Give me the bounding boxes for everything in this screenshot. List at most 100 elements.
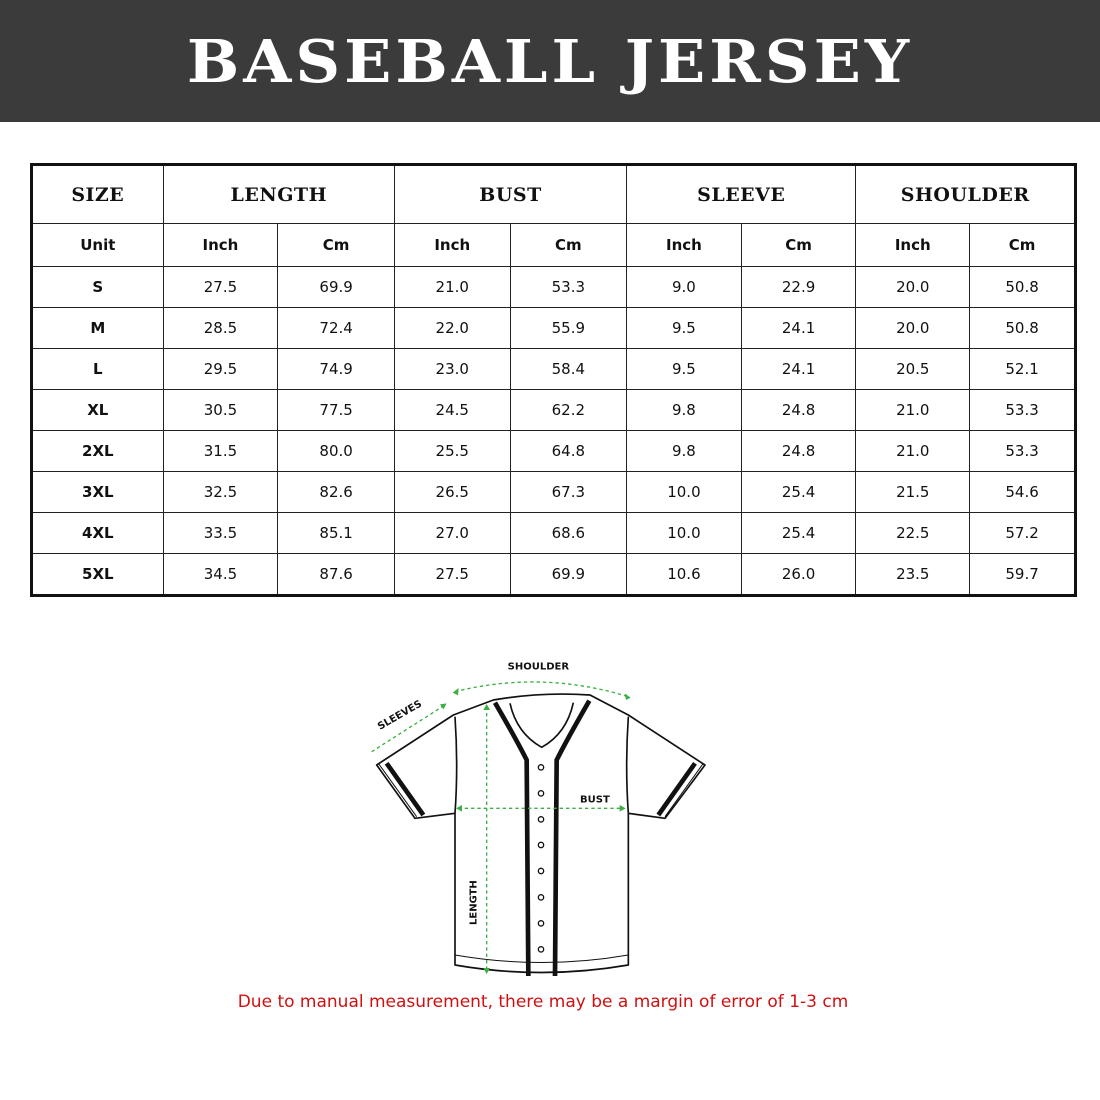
value-cell: 62.2 — [509, 389, 628, 431]
sleeve-measure — [371, 704, 446, 753]
value-cell: 27.5 — [162, 266, 279, 308]
value-cell: 30.5 — [162, 389, 279, 431]
value-cell: 26.0 — [740, 553, 857, 596]
value-cell: 24.8 — [740, 430, 857, 472]
unit-label: Unit — [31, 223, 164, 267]
value-cell: 9.8 — [626, 389, 742, 431]
size-cell: 5XL — [31, 553, 164, 596]
table-row: 3XL 32.5 82.6 26.5 67.3 10.0 25.4 21.5 54.6 — [31, 471, 1076, 513]
table-row: S 27.5 69.9 21.0 53.3 9.0 22.9 20.0 50.8 — [31, 266, 1076, 308]
value-cell: 22.9 — [740, 266, 857, 308]
value-cell: 20.0 — [855, 307, 971, 349]
value-cell: 82.6 — [277, 471, 395, 513]
header-shoulder: SHOULDER — [855, 164, 1076, 224]
value-cell: 25.5 — [393, 430, 511, 472]
value-cell: 55.9 — [509, 307, 628, 349]
value-cell: 32.5 — [162, 471, 279, 513]
value-cell: 74.9 — [277, 348, 395, 390]
size-cell: S — [31, 266, 164, 308]
value-cell: 10.6 — [626, 553, 742, 596]
value-cell: 80.0 — [277, 430, 395, 472]
value-cell: 58.4 — [509, 348, 628, 390]
jersey-diagram: SHOULDER SLEEVES BUST LENGTH — [371, 661, 706, 977]
measurement-arrowheads — [440, 688, 631, 974]
value-cell: 20.0 — [855, 266, 971, 308]
measurement-lines — [371, 681, 629, 972]
size-cell: 4XL — [31, 512, 164, 554]
table-row: M 28.5 72.4 22.0 55.9 9.5 24.1 20.0 50.8 — [31, 307, 1076, 349]
value-cell: 57.2 — [969, 512, 1076, 554]
table-row: 5XL 34.5 87.6 27.5 69.9 10.6 26.0 23.5 59.7 — [31, 553, 1076, 596]
value-cell: 23.5 — [855, 553, 971, 596]
value-cell: 67.3 — [509, 471, 628, 513]
header-bust: BUST — [393, 164, 628, 224]
unit-cell: Cm — [969, 223, 1076, 267]
unit-cell: Cm — [740, 223, 857, 267]
value-cell: 50.8 — [969, 266, 1076, 308]
value-cell: 28.5 — [162, 307, 279, 349]
value-cell: 69.9 — [509, 553, 628, 596]
size-cell: 2XL — [31, 430, 164, 472]
value-cell: 25.4 — [740, 512, 857, 554]
group-header-row: SIZE LENGTH BUST SLEEVE SHOULDER — [31, 164, 1076, 224]
jersey-stripes — [384, 699, 697, 977]
unit-cell: Inch — [393, 223, 511, 267]
unit-cell: Inch — [162, 223, 279, 267]
value-cell: 24.5 — [393, 389, 511, 431]
shoulder-label: SHOULDER — [508, 661, 570, 672]
table-row: XL 30.5 77.5 24.5 62.2 9.8 24.8 21.0 53.3 — [31, 389, 1076, 431]
value-cell: 9.5 — [626, 348, 742, 390]
value-cell: 9.8 — [626, 430, 742, 472]
unit-row: Unit Inch Cm Inch Cm Inch Cm Inch Cm — [31, 223, 1076, 267]
value-cell: 21.0 — [855, 430, 971, 472]
value-cell: 64.8 — [509, 430, 628, 472]
table-row: 2XL 31.5 80.0 25.5 64.8 9.8 24.8 21.0 53.3 — [31, 430, 1076, 472]
value-cell: 21.0 — [855, 389, 971, 431]
value-cell: 72.4 — [277, 307, 395, 349]
value-cell: 68.6 — [509, 512, 628, 554]
value-cell: 52.1 — [969, 348, 1076, 390]
size-cell: 3XL — [31, 471, 164, 513]
value-cell: 34.5 — [162, 553, 279, 596]
value-cell: 27.5 — [393, 553, 511, 596]
value-cell: 21.0 — [393, 266, 511, 308]
value-cell: 22.0 — [393, 307, 511, 349]
value-cell: 33.5 — [162, 512, 279, 554]
value-cell: 24.8 — [740, 389, 857, 431]
value-cell: 54.6 — [969, 471, 1076, 513]
value-cell: 10.0 — [626, 512, 742, 554]
bust-label: BUST — [580, 795, 610, 806]
page-title: BASEBALL JERSEY — [186, 26, 914, 96]
unit-cell: Inch — [626, 223, 742, 267]
length-label: LENGTH — [469, 880, 480, 925]
size-cell: XL — [31, 389, 164, 431]
value-cell: 29.5 — [162, 348, 279, 390]
value-cell: 87.6 — [277, 553, 395, 596]
value-cell: 85.1 — [277, 512, 395, 554]
value-cell: 24.1 — [740, 307, 857, 349]
unit-cell: Inch — [855, 223, 971, 267]
value-cell: 20.5 — [855, 348, 971, 390]
jersey-outline — [375, 693, 706, 974]
unit-cell: Cm — [509, 223, 628, 267]
size-cell: M — [31, 307, 164, 349]
header-length: LENGTH — [162, 164, 395, 224]
value-cell: 53.3 — [969, 430, 1076, 472]
value-cell: 22.5 — [855, 512, 971, 554]
value-cell: 23.0 — [393, 348, 511, 390]
table-row: L 29.5 74.9 23.0 58.4 9.5 24.1 20.5 52.1 — [31, 348, 1076, 390]
size-chart-table: SIZE LENGTH BUST SLEEVE SHOULDER Unit In… — [30, 163, 1077, 597]
unit-cell: Cm — [277, 223, 395, 267]
value-cell: 21.5 — [855, 471, 971, 513]
value-cell: 69.9 — [277, 266, 395, 308]
header-sleeve: SLEEVE — [626, 164, 857, 224]
value-cell: 59.7 — [969, 553, 1076, 596]
value-cell: 25.4 — [740, 471, 857, 513]
size-cell: L — [31, 348, 164, 390]
sleeves-label: SLEEVES — [376, 699, 424, 733]
table-row: 4XL 33.5 85.1 27.0 68.6 10.0 25.4 22.5 57.2 — [31, 512, 1076, 554]
value-cell: 50.8 — [969, 307, 1076, 349]
shoulder-measure — [454, 681, 629, 698]
value-cell: 9.5 — [626, 307, 742, 349]
title-banner: BASEBALL JERSEY — [0, 0, 1100, 122]
